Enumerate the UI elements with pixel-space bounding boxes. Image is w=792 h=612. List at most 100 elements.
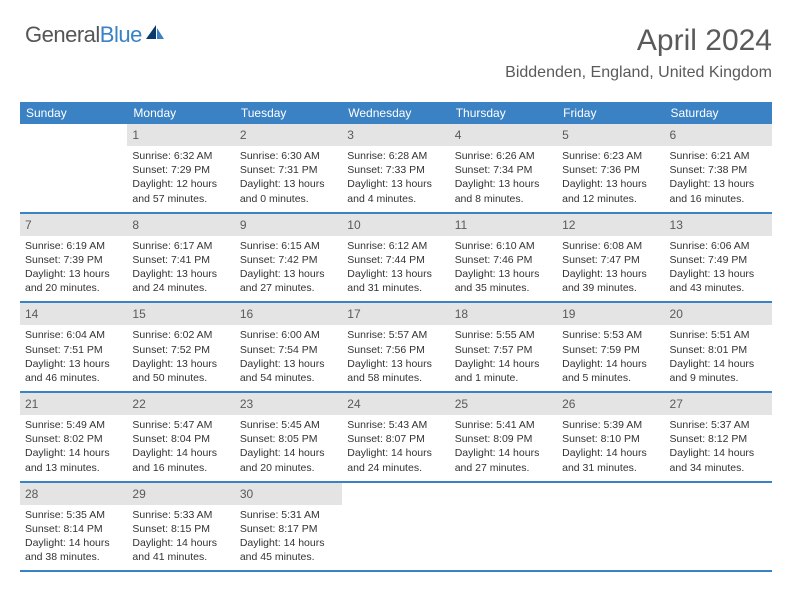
daylight-text: Daylight: 14 hours and 45 minutes.	[240, 536, 337, 564]
sunset-text: Sunset: 8:01 PM	[670, 343, 767, 357]
daylight-text: Daylight: 13 hours and 43 minutes.	[670, 267, 767, 295]
sunrise-text: Sunrise: 5:53 AM	[562, 328, 659, 342]
sunrise-text: Sunrise: 6:06 AM	[670, 239, 767, 253]
sunset-text: Sunset: 8:10 PM	[562, 432, 659, 446]
sunrise-text: Sunrise: 5:57 AM	[347, 328, 444, 342]
day-cell: 15 Sunrise: 6:02 AMSunset: 7:52 PMDayligh…	[127, 303, 234, 391]
sunset-text: Sunset: 8:12 PM	[670, 432, 767, 446]
week-row: 7Sunrise: 6:19 AMSunset: 7:39 PMDaylight…	[20, 214, 772, 304]
daylight-text: Daylight: 13 hours and 27 minutes.	[240, 267, 337, 295]
day-number: 20	[670, 307, 683, 321]
daylight-text: Daylight: 14 hours and 38 minutes.	[25, 536, 122, 564]
sunset-text: Sunset: 7:52 PM	[132, 343, 229, 357]
day-number: 22	[132, 397, 145, 411]
day-cell: 7Sunrise: 6:19 AMSunset: 7:39 PMDaylight…	[20, 214, 127, 302]
weekday-header: Thursday	[450, 102, 557, 124]
sunrise-text: Sunrise: 5:39 AM	[562, 418, 659, 432]
daylight-text: Daylight: 14 hours and 9 minutes.	[670, 357, 767, 385]
sunset-text: Sunset: 7:42 PM	[240, 253, 337, 267]
day-cell: 8Sunrise: 6:17 AMSunset: 7:41 PMDaylight…	[127, 214, 234, 302]
day-cell: 14Sunrise: 6:04 AMSunset: 7:51 PMDayligh…	[20, 303, 127, 391]
sunrise-text: Sunrise: 5:49 AM	[25, 418, 122, 432]
location: Biddenden, England, United Kingdom	[505, 64, 772, 82]
sunset-text: Sunset: 7:49 PM	[670, 253, 767, 267]
sunrise-text: Sunrise: 5:55 AM	[455, 328, 552, 342]
daylight-text: Daylight: 13 hours and 50 minutes.	[132, 357, 229, 385]
day-cell: 17Sunrise: 5:57 AMSunset: 7:56 PMDayligh…	[342, 303, 449, 391]
daylight-text: Daylight: 13 hours and 8 minutes.	[455, 177, 552, 205]
day-cell: 26Sunrise: 5:39 AMSunset: 8:10 PMDayligh…	[557, 393, 664, 481]
sunrise-text: Sunrise: 6:04 AM	[25, 328, 122, 342]
day-number: 27	[670, 397, 683, 411]
day-cell: 29Sunrise: 5:33 AMSunset: 8:15 PMDayligh…	[127, 483, 234, 571]
day-cell: 1Sunrise: 6:32 AMSunset: 7:29 PMDaylight…	[127, 124, 234, 212]
day-cell: 11Sunrise: 6:10 AMSunset: 7:46 PMDayligh…	[450, 214, 557, 302]
day-number: 16	[240, 307, 253, 321]
day-cell: 13 Sunrise: 6:06 AMSunset: 7:49 PMDayligh…	[665, 214, 772, 302]
week-row: 14Sunrise: 6:04 AMSunset: 7:51 PMDayligh…	[20, 303, 772, 393]
day-number: 19	[562, 307, 575, 321]
daylight-text: Daylight: 14 hours and 5 minutes.	[562, 357, 659, 385]
sunset-text: Sunset: 8:02 PM	[25, 432, 122, 446]
sunrise-text: Sunrise: 6:02 AM	[132, 328, 229, 342]
sunset-text: Sunset: 8:05 PM	[240, 432, 337, 446]
day-cell: 21Sunrise: 5:49 AMSunset: 8:02 PMDayligh…	[20, 393, 127, 481]
day-cell	[342, 483, 449, 571]
sunset-text: Sunset: 7:31 PM	[240, 163, 337, 177]
daylight-text: Daylight: 13 hours and 35 minutes.	[455, 267, 552, 295]
sunset-text: Sunset: 7:57 PM	[455, 343, 552, 357]
sunset-text: Sunset: 7:44 PM	[347, 253, 444, 267]
sunset-text: Sunset: 8:15 PM	[132, 522, 229, 536]
day-cell: 30Sunrise: 5:31 AMSunset: 8:17 PMDayligh…	[235, 483, 342, 571]
day-cell: 19Sunrise: 5:53 AMSunset: 7:59 PMDayligh…	[557, 303, 664, 391]
day-number: 11	[455, 218, 467, 232]
day-number: 1	[132, 128, 139, 142]
header: April 2024 Biddenden, England, United Ki…	[505, 24, 772, 82]
sunrise-text: Sunrise: 6:23 AM	[562, 149, 659, 163]
daylight-text: Daylight: 13 hours and 12 minutes.	[562, 177, 659, 205]
sunset-text: Sunset: 7:29 PM	[132, 163, 229, 177]
daylight-text: Daylight: 13 hours and 31 minutes.	[347, 267, 444, 295]
day-cell: 16Sunrise: 6:00 AMSunset: 7:54 PMDayligh…	[235, 303, 342, 391]
day-number: 26	[562, 397, 575, 411]
logo: GeneralBlue	[25, 22, 166, 48]
day-cell: 6Sunrise: 6:21 AMSunset: 7:38 PMDaylight…	[665, 124, 772, 212]
sunrise-text: Sunrise: 6:21 AM	[670, 149, 767, 163]
daylight-text: Daylight: 13 hours and 4 minutes.	[347, 177, 444, 205]
sunset-text: Sunset: 7:54 PM	[240, 343, 337, 357]
daylight-text: Daylight: 14 hours and 1 minute.	[455, 357, 552, 385]
daylight-text: Daylight: 14 hours and 27 minutes.	[455, 446, 552, 474]
sunset-text: Sunset: 7:51 PM	[25, 343, 122, 357]
day-number: 5	[562, 128, 569, 142]
day-cell	[450, 483, 557, 571]
sunrise-text: Sunrise: 6:15 AM	[240, 239, 337, 253]
daylight-text: Daylight: 14 hours and 20 minutes.	[240, 446, 337, 474]
day-cell: 3Sunrise: 6:28 AMSunset: 7:33 PMDaylight…	[342, 124, 449, 212]
daylight-text: Daylight: 13 hours and 46 minutes.	[25, 357, 122, 385]
day-number: 13	[670, 218, 683, 232]
day-number: 12	[562, 218, 575, 232]
week-row: 28Sunrise: 5:35 AMSunset: 8:14 PMDayligh…	[20, 483, 772, 573]
weekday-header: Monday	[127, 102, 234, 124]
day-number: 10	[347, 218, 360, 232]
weekday-header: Saturday	[665, 102, 772, 124]
day-cell: 4Sunrise: 6:26 AMSunset: 7:34 PMDaylight…	[450, 124, 557, 212]
sunrise-text: Sunrise: 5:47 AM	[132, 418, 229, 432]
day-number: 15	[132, 307, 145, 321]
sunrise-text: Sunrise: 5:43 AM	[347, 418, 444, 432]
day-number: 2	[240, 128, 247, 142]
sunset-text: Sunset: 8:09 PM	[455, 432, 552, 446]
day-number: 9	[240, 218, 247, 232]
day-cell: 27Sunrise: 5:37 AMSunset: 8:12 PMDayligh…	[665, 393, 772, 481]
day-cell	[665, 483, 772, 571]
weekday-header: Friday	[557, 102, 664, 124]
day-number: 28	[25, 487, 38, 501]
daylight-text: Daylight: 13 hours and 20 minutes.	[25, 267, 122, 295]
day-number: 24	[347, 397, 360, 411]
calendar: SundayMondayTuesdayWednesdayThursdayFrid…	[20, 102, 772, 572]
sunset-text: Sunset: 8:17 PM	[240, 522, 337, 536]
daylight-text: Daylight: 13 hours and 24 minutes.	[132, 267, 229, 295]
day-cell: 12Sunrise: 6:08 AMSunset: 7:47 PMDayligh…	[557, 214, 664, 302]
sunrise-text: Sunrise: 6:32 AM	[132, 149, 229, 163]
day-number: 23	[240, 397, 253, 411]
